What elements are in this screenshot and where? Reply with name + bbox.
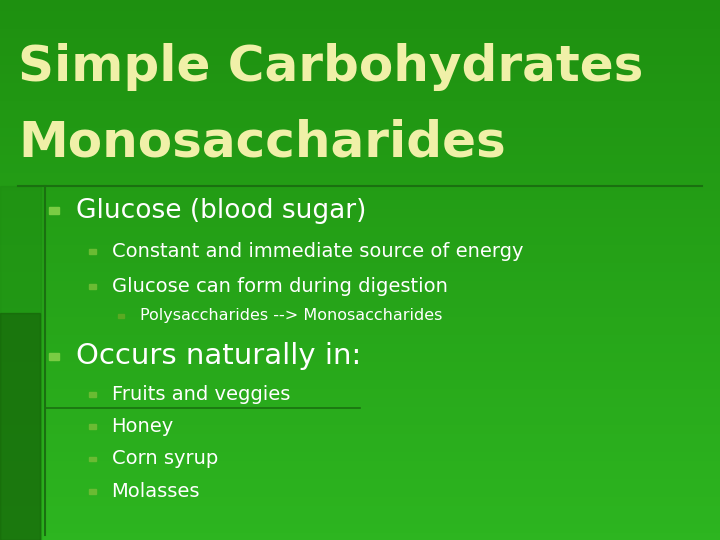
- Bar: [0, 270, 720, 279]
- Bar: [0, 360, 720, 369]
- Text: Occurs naturally in:: Occurs naturally in:: [76, 342, 361, 370]
- Bar: [0, 0, 720, 9]
- Bar: [0, 90, 720, 99]
- Bar: [0, 252, 720, 261]
- Bar: [0, 27, 720, 36]
- Bar: [0, 414, 720, 423]
- Bar: [0, 45, 720, 54]
- Bar: [0, 243, 720, 252]
- Bar: [0, 297, 720, 306]
- Bar: [0, 306, 720, 315]
- Bar: [89, 284, 96, 288]
- Bar: [0, 405, 720, 414]
- Bar: [0, 261, 720, 270]
- Bar: [0, 186, 41, 540]
- Bar: [0, 189, 720, 198]
- Bar: [0, 216, 720, 225]
- Bar: [49, 353, 58, 360]
- Bar: [0, 531, 720, 540]
- Bar: [0, 153, 720, 162]
- Bar: [49, 207, 58, 214]
- Bar: [0, 180, 720, 189]
- Bar: [0, 423, 720, 432]
- Text: Molasses: Molasses: [112, 482, 200, 501]
- Bar: [0, 99, 720, 108]
- Text: Glucose can form during digestion: Glucose can form during digestion: [112, 276, 447, 296]
- Bar: [0, 432, 720, 441]
- Bar: [0, 513, 720, 522]
- Bar: [89, 457, 96, 461]
- Bar: [89, 392, 96, 396]
- Bar: [0, 36, 720, 45]
- Bar: [0, 369, 720, 378]
- Bar: [0, 171, 720, 180]
- Bar: [0, 313, 40, 540]
- Text: Corn syrup: Corn syrup: [112, 449, 218, 469]
- Bar: [0, 522, 720, 531]
- Bar: [0, 396, 720, 405]
- Bar: [0, 54, 720, 63]
- Bar: [0, 198, 720, 207]
- Bar: [0, 333, 720, 342]
- Bar: [0, 495, 720, 504]
- Bar: [0, 486, 720, 495]
- Text: Fruits and veggies: Fruits and veggies: [112, 384, 290, 404]
- Bar: [89, 248, 96, 253]
- Bar: [0, 9, 720, 18]
- Bar: [0, 81, 720, 90]
- Bar: [0, 117, 720, 126]
- Bar: [0, 135, 720, 144]
- Bar: [0, 324, 720, 333]
- Bar: [0, 378, 720, 387]
- Bar: [0, 477, 720, 486]
- Bar: [0, 504, 720, 513]
- Bar: [0, 468, 720, 477]
- Bar: [118, 314, 124, 318]
- Bar: [89, 424, 96, 429]
- Bar: [0, 342, 720, 351]
- Text: Constant and immediate source of energy: Constant and immediate source of energy: [112, 241, 523, 261]
- Bar: [0, 144, 720, 153]
- Bar: [0, 108, 720, 117]
- Bar: [0, 63, 720, 72]
- Bar: [0, 162, 720, 171]
- Bar: [0, 225, 720, 234]
- Bar: [0, 387, 720, 396]
- Bar: [0, 351, 720, 360]
- Bar: [89, 489, 96, 494]
- Bar: [0, 234, 720, 243]
- Bar: [0, 72, 720, 81]
- Bar: [0, 315, 720, 324]
- Bar: [0, 207, 720, 216]
- Text: Glucose (blood sugar): Glucose (blood sugar): [76, 198, 366, 224]
- Text: Monosaccharides: Monosaccharides: [18, 119, 505, 167]
- Bar: [0, 279, 720, 288]
- Bar: [0, 288, 720, 297]
- Bar: [0, 126, 720, 135]
- Bar: [0, 459, 720, 468]
- Text: Simple Carbohydrates: Simple Carbohydrates: [18, 43, 644, 91]
- Bar: [0, 450, 720, 459]
- Text: Polysaccharides --> Monosaccharides: Polysaccharides --> Monosaccharides: [140, 308, 443, 323]
- Bar: [0, 18, 720, 27]
- Bar: [0, 441, 720, 450]
- Text: Honey: Honey: [112, 417, 174, 436]
